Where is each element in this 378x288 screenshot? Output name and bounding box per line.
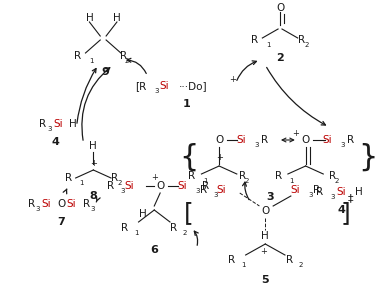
Text: R: R	[28, 199, 35, 209]
Text: R: R	[286, 255, 293, 265]
Text: H: H	[69, 119, 76, 129]
Text: O: O	[156, 181, 164, 191]
Text: 1: 1	[266, 42, 271, 48]
Text: R: R	[228, 255, 235, 265]
Text: 2: 2	[245, 178, 249, 184]
Text: H: H	[90, 141, 97, 151]
Text: Si: Si	[290, 185, 300, 195]
Text: R: R	[39, 119, 46, 129]
Text: R: R	[251, 35, 259, 45]
Text: R: R	[170, 223, 178, 233]
Text: 4: 4	[337, 205, 345, 215]
Text: Si: Si	[322, 135, 332, 145]
Text: R: R	[107, 181, 115, 191]
Text: Si: Si	[53, 119, 63, 129]
Text: R: R	[120, 51, 127, 61]
Text: O: O	[57, 199, 65, 209]
Text: O: O	[215, 135, 223, 145]
Text: 2: 2	[276, 53, 284, 63]
Text: 2: 2	[118, 180, 122, 186]
Text: R: R	[65, 173, 72, 183]
Text: Si: Si	[336, 187, 346, 197]
Text: 1: 1	[242, 262, 246, 268]
Text: +: +	[216, 153, 223, 162]
Text: }: }	[358, 143, 377, 171]
Text: 1: 1	[290, 178, 294, 184]
Text: H: H	[262, 231, 269, 241]
Text: R: R	[202, 181, 209, 191]
Text: 2: 2	[183, 230, 187, 236]
Text: 7: 7	[57, 217, 65, 227]
Text: 3: 3	[121, 188, 125, 194]
Text: 2: 2	[304, 42, 309, 48]
Text: Si: Si	[41, 199, 51, 209]
Text: 1: 1	[89, 58, 94, 64]
Text: 3: 3	[254, 142, 259, 148]
Text: 3: 3	[195, 188, 200, 194]
Text: Si: Si	[124, 181, 133, 191]
Text: 3: 3	[213, 192, 217, 198]
Text: R: R	[200, 185, 207, 195]
Text: 3: 3	[331, 194, 335, 200]
Text: {: {	[179, 143, 198, 171]
Text: H: H	[139, 209, 146, 219]
Text: +: +	[90, 160, 97, 168]
Text: O: O	[261, 206, 270, 216]
Text: 1: 1	[203, 178, 208, 184]
Text: Si: Si	[67, 199, 76, 209]
Text: R: R	[313, 185, 320, 195]
Text: 4: 4	[51, 137, 59, 147]
Text: R: R	[74, 51, 82, 61]
Text: 1: 1	[134, 230, 139, 236]
Text: 2: 2	[299, 262, 303, 268]
Text: Si: Si	[216, 185, 226, 195]
Text: Si: Si	[177, 181, 187, 191]
Text: R: R	[329, 171, 336, 181]
Text: 3: 3	[90, 206, 95, 212]
Text: +: +	[151, 173, 158, 183]
Text: +: +	[292, 130, 299, 139]
Text: R: R	[121, 223, 129, 233]
Text: 1: 1	[79, 180, 84, 186]
Text: 9: 9	[101, 67, 109, 77]
Text: ···Do]: ···Do]	[179, 81, 208, 91]
Text: [: [	[184, 201, 194, 225]
Text: R: R	[239, 171, 246, 181]
Text: R: R	[82, 199, 90, 209]
Text: 3: 3	[36, 206, 40, 212]
Text: O: O	[302, 135, 310, 145]
Text: H: H	[85, 13, 93, 23]
Text: R: R	[261, 135, 268, 145]
Text: O: O	[276, 3, 284, 13]
Text: 6: 6	[150, 245, 158, 255]
Text: R: R	[347, 135, 354, 145]
Text: 5: 5	[262, 275, 269, 285]
Text: 1: 1	[183, 99, 191, 109]
Text: 3: 3	[154, 88, 158, 94]
Text: 3: 3	[341, 142, 345, 148]
Text: R: R	[275, 171, 282, 181]
Text: [R: [R	[135, 81, 146, 91]
Text: 2: 2	[125, 58, 129, 64]
Text: Si: Si	[159, 81, 169, 91]
Text: 3: 3	[308, 192, 313, 198]
Text: Si: Si	[236, 135, 246, 145]
Text: 2: 2	[335, 178, 339, 184]
Text: 3: 3	[266, 192, 274, 202]
Text: R: R	[188, 171, 195, 181]
Text: 3: 3	[47, 126, 52, 132]
Text: R: R	[298, 35, 305, 45]
Text: R: R	[316, 187, 323, 197]
Text: +: +	[260, 247, 267, 257]
Text: +: +	[229, 75, 236, 84]
Text: ‡: ‡	[348, 193, 353, 203]
Text: H: H	[355, 187, 363, 197]
Text: ]: ]	[341, 201, 351, 225]
Text: H: H	[113, 13, 121, 23]
Text: 8: 8	[90, 191, 97, 201]
Text: R: R	[111, 173, 118, 183]
